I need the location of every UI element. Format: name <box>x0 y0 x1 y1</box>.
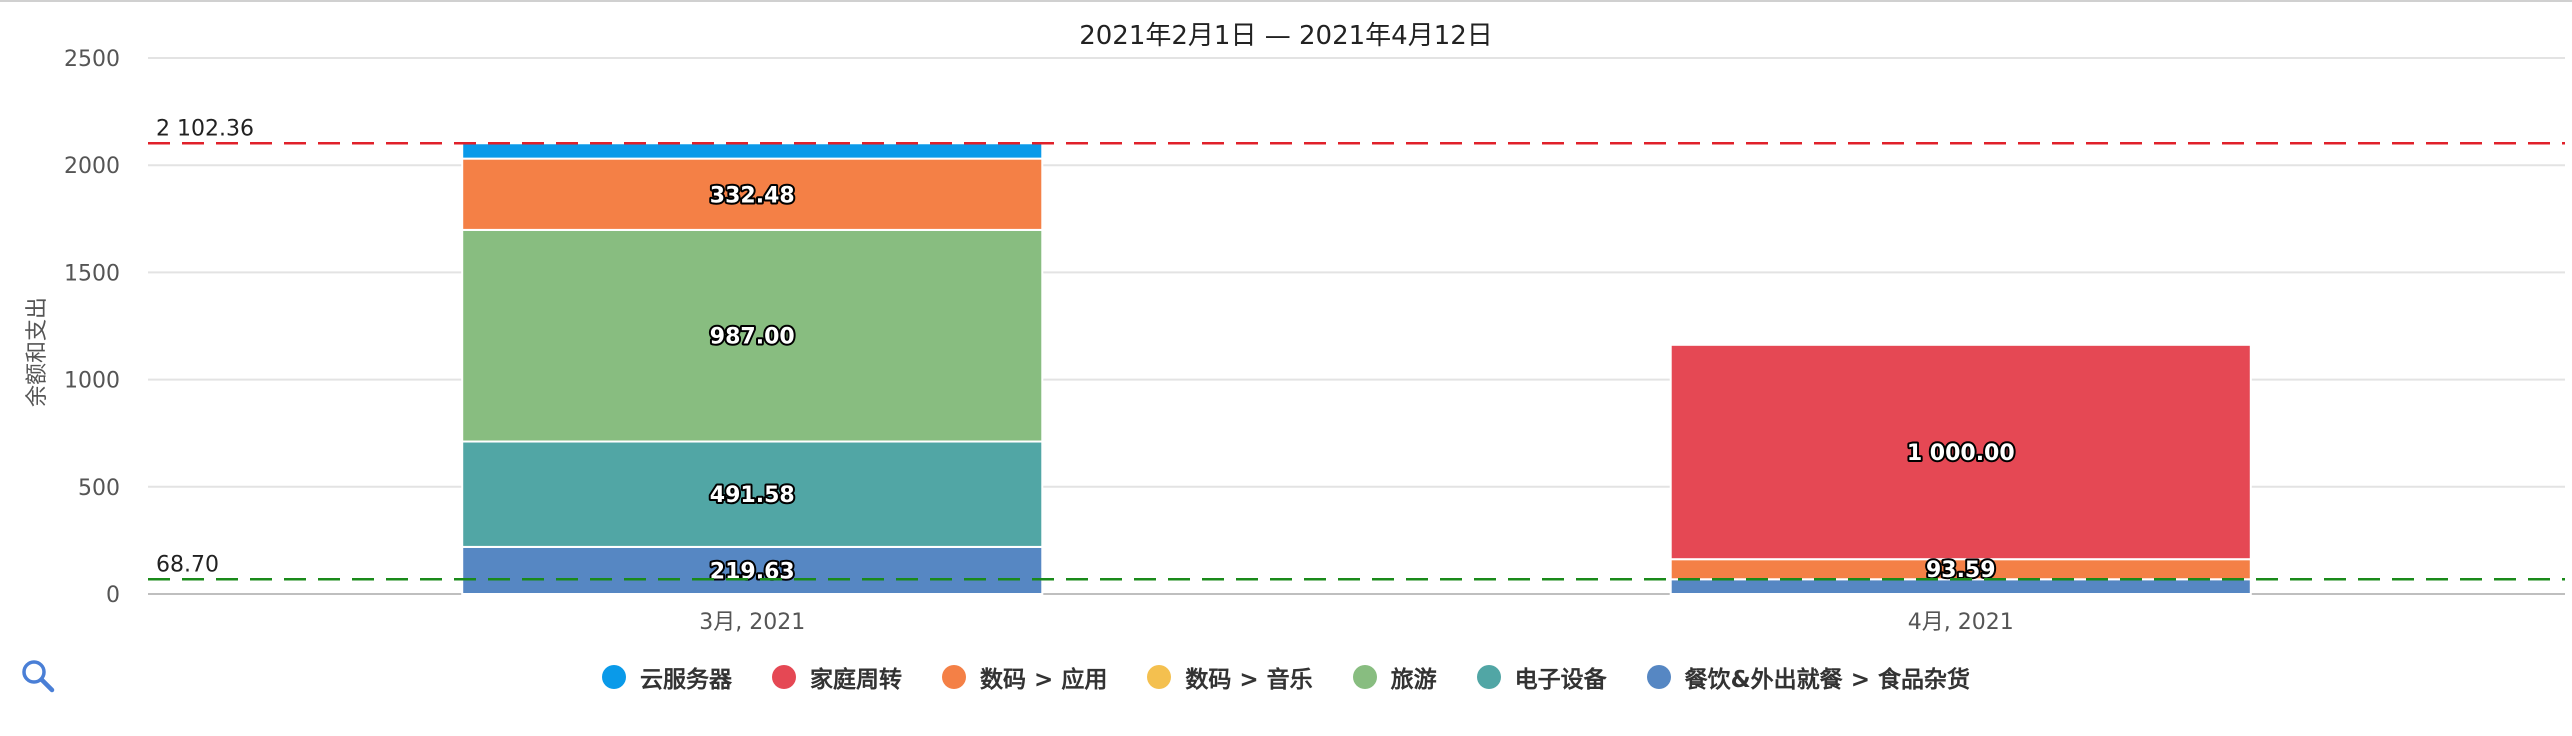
bar-segment[interactable] <box>461 545 1044 595</box>
reference-line-label: 68.70 <box>156 552 219 577</box>
legend-label: 数码 > 音乐 <box>1185 667 1313 693</box>
x-tick-label: 4月, 2021 <box>1908 610 2014 635</box>
legend-swatch <box>1646 665 1671 689</box>
legend-label: 数码 > 应用 <box>980 667 1108 693</box>
legend-item[interactable]: 数码 > 音乐 <box>1147 660 1313 694</box>
y-tick-label: 2000 <box>64 154 120 179</box>
legend-swatch <box>772 665 797 689</box>
y-tick-label: 1000 <box>64 369 120 394</box>
data-label: 219.63 <box>710 559 795 584</box>
legend-label: 电子设备 <box>1514 667 1607 693</box>
bar-segment[interactable] <box>461 440 1044 548</box>
y-axis-label: 余额和支出 <box>25 297 50 407</box>
chart-title: 2021年2月1日 — 2021年4月12日 <box>1079 21 1493 51</box>
bar-segment[interactable] <box>1669 343 2252 561</box>
reference-line-label: 2 102.36 <box>156 116 254 141</box>
legend-item[interactable]: 数码 > 应用 <box>942 660 1107 694</box>
data-label: 491.58 <box>710 483 795 508</box>
legend-swatch <box>1352 665 1377 689</box>
legend-swatch <box>1476 665 1501 689</box>
bar-segment[interactable] <box>461 142 1044 160</box>
legend-item[interactable]: 电子设备 <box>1476 660 1607 694</box>
magnifier-icon[interactable] <box>18 656 58 696</box>
legend-label: 家庭周转 <box>810 667 903 693</box>
bar-segment[interactable] <box>461 228 1044 443</box>
y-tick-label: 500 <box>78 476 120 501</box>
legend-label: 云服务器 <box>640 667 733 693</box>
y-tick-label: 1500 <box>64 261 120 286</box>
legend-label: 餐饮&外出就餐 > 食品杂货 <box>1684 667 1970 693</box>
legend-label: 旅游 <box>1390 667 1437 693</box>
legend-item[interactable]: 餐饮&外出就餐 > 食品杂货 <box>1646 660 1970 694</box>
data-label: 1 000.00 <box>1907 441 2015 466</box>
y-tick-label: 0 <box>106 583 120 608</box>
legend-swatch <box>602 665 627 689</box>
legend-item[interactable]: 云服务器 <box>602 660 732 694</box>
y-tick-label: 2500 <box>64 47 120 72</box>
chart-legend: 云服务器 家庭周转 数码 > 应用 数码 > 音乐 旅游 电子设备 餐饮&外出就餐 > 食品… <box>0 660 2572 694</box>
reference-lines: 2 102.36 68.70 <box>148 116 2565 581</box>
bar-segment[interactable] <box>461 157 1044 231</box>
legend-swatch <box>942 665 967 689</box>
x-tick-label: 3月, 2021 <box>699 610 805 635</box>
stacked-bar-chart: 2021年2月1日 — 2021年4月12日 余额和支出 0 500 1000 150… <box>0 0 2572 635</box>
data-label: 987.00 <box>710 325 795 350</box>
legend-item[interactable]: 家庭周转 <box>772 660 902 694</box>
x-axis-ticks: 3月, 2021 4月, 2021 <box>699 610 2013 635</box>
data-label: 332.48 <box>710 183 795 208</box>
legend-swatch <box>1147 665 1172 689</box>
legend-item[interactable]: 旅游 <box>1352 660 1437 694</box>
